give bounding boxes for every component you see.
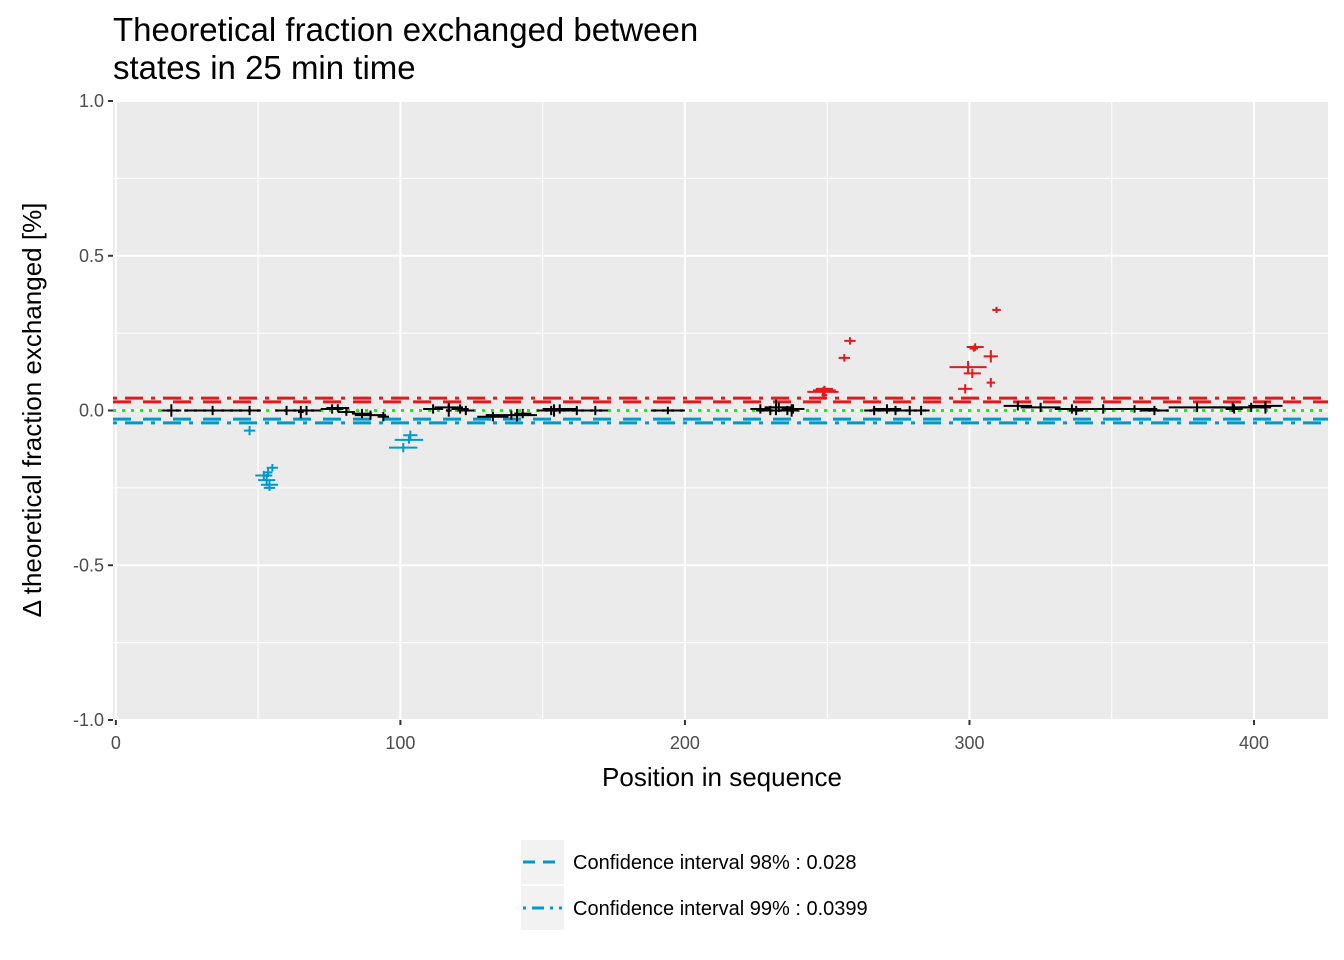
chart-title-line-2: states in 25 min time (113, 49, 416, 86)
data-point-significant-positive (949, 360, 987, 374)
data-point-not-significant (1003, 401, 1033, 411)
data-point-significant-negative (263, 484, 276, 491)
data-point-significant-negative (263, 467, 273, 478)
data-point-not-significant (1069, 405, 1084, 416)
data-points (161, 306, 1283, 491)
data-point-not-significant (582, 405, 609, 416)
data-point-significant-positive (992, 306, 1001, 314)
confidence-lines (113, 396, 1328, 425)
data-point-not-significant (1225, 404, 1243, 414)
data-point-not-significant (1259, 401, 1272, 414)
legend: Confidence interval 98% : 0.028 Confiden… (521, 840, 868, 930)
data-point-significant-positive (969, 345, 979, 352)
data-point-significant-positive (983, 350, 998, 363)
legend-label-ci99: Confidence interval 99% : 0.0399 (573, 898, 868, 920)
data-point-not-significant (864, 405, 885, 416)
legend-label-ci98: Confidence interval 98% : 0.028 (573, 852, 857, 874)
y-tick-label: 0.0 (79, 401, 104, 421)
x-axis-title: Position in sequence (602, 762, 842, 792)
data-point-significant-negative (394, 436, 424, 444)
data-point-not-significant (750, 404, 771, 414)
data-point-not-significant (1020, 402, 1061, 413)
data-point-not-significant (161, 404, 182, 417)
data-point-not-significant (326, 404, 350, 412)
data-point-not-significant (1111, 405, 1158, 413)
axes: 0 100 200 300 400 -1.0 -0.5 0.0 0.5 1.0 (73, 91, 1269, 753)
y-tick-label: 1.0 (79, 91, 104, 111)
data-point-not-significant (787, 404, 796, 417)
data-point-not-significant (297, 405, 304, 419)
y-tick-label: -0.5 (73, 555, 104, 575)
data-point-significant-positive (844, 337, 856, 345)
data-point-not-significant (352, 408, 372, 419)
x-tick-label: 300 (954, 733, 984, 753)
x-tick-label: 400 (1239, 733, 1269, 753)
data-point-not-significant (337, 408, 355, 416)
data-point-not-significant (184, 405, 242, 416)
data-point-not-significant (548, 404, 560, 417)
data-point-not-significant (292, 405, 321, 416)
data-point-significant-positive (963, 368, 981, 379)
data-point-significant-negative (243, 425, 256, 436)
data-point-not-significant (650, 406, 685, 415)
data-point-not-significant (423, 404, 444, 414)
x-tick-label: 100 (385, 733, 415, 753)
data-point-significant-positive (821, 390, 828, 400)
data-point-not-significant (773, 399, 779, 416)
data-point-not-significant (514, 408, 532, 419)
data-point-not-significant (912, 405, 930, 416)
data-point-significant-positive (986, 378, 996, 388)
data-point-not-significant (781, 404, 805, 414)
data-point-not-significant (511, 408, 523, 422)
data-point-not-significant (354, 410, 387, 420)
data-point-not-significant (1140, 405, 1169, 416)
x-tick-label: 200 (670, 733, 700, 753)
data-point-not-significant (457, 405, 475, 416)
chart-title-line-1: Theoretical fraction exchanged between (113, 11, 698, 48)
y-tick-label: 0.5 (79, 246, 104, 266)
data-point-significant-negative (389, 442, 418, 453)
data-point-not-significant (445, 404, 452, 417)
data-point-significant-negative (403, 430, 418, 440)
y-axis-title: Δ theoretical fraction exchanged [%] (17, 203, 47, 618)
data-point-not-significant (477, 412, 509, 422)
data-point-not-significant (1054, 404, 1089, 414)
data-point-not-significant (542, 404, 577, 414)
data-point-significant-negative (266, 464, 279, 472)
x-tick-label: 0 (111, 733, 121, 753)
data-point-significant-positive (958, 384, 973, 394)
y-tick-label: -1.0 (73, 710, 104, 730)
data-point-not-significant (238, 405, 261, 416)
data-point-significant-positive (838, 354, 850, 362)
data-point-not-significant (377, 412, 390, 422)
